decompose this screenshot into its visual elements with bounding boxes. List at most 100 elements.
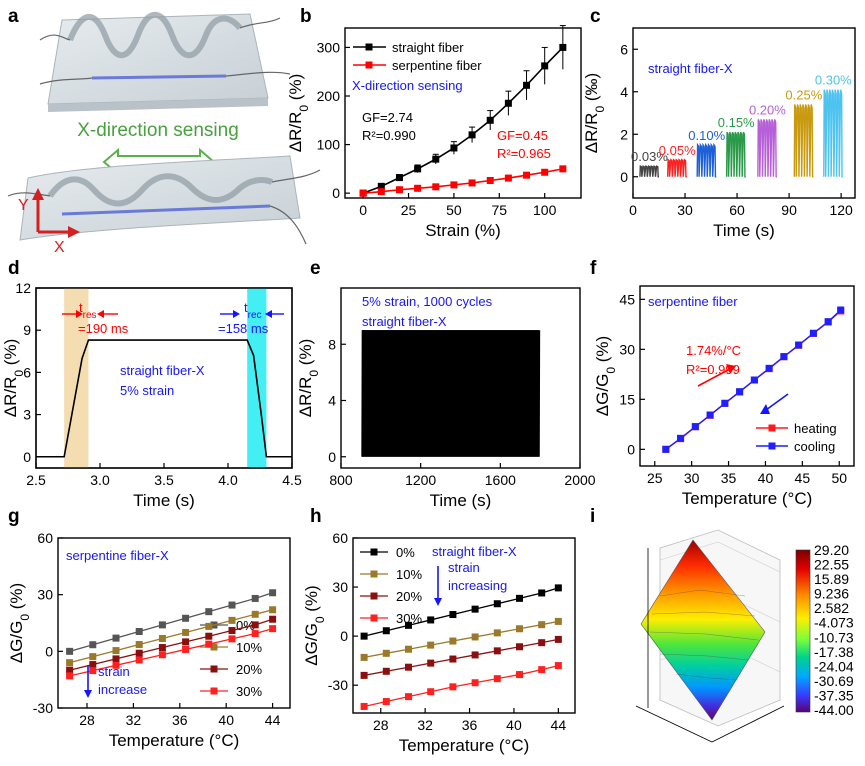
surface-contour — [659, 589, 746, 597]
data-point — [360, 632, 368, 640]
legend-marker — [370, 614, 378, 622]
annotation: 5% strain — [120, 383, 174, 398]
series-line — [363, 664, 559, 708]
x-tick-label: 36 — [172, 712, 188, 728]
x-tick-label: 32 — [417, 717, 433, 733]
chart-e: 800 1200 1600 2000 0 4 8 Time (s) ΔR/R0 (%) 5% st… — [296, 287, 596, 510]
t-rec-value: =158 ms — [218, 321, 269, 336]
data-point — [523, 81, 531, 89]
chart-b: 0 25 50 75 100 0 100 200 300 Strain (%) ΔR/R0 (%) s… — [286, 25, 582, 240]
y-tick-label: 200 — [317, 88, 341, 104]
colorbar-tick-labels: 29.2022.5515.899.2362.582-4.073-10.73-17… — [814, 542, 854, 718]
x-tick-label: 44 — [265, 712, 281, 728]
strain-arrowhead-icon — [84, 690, 92, 698]
legend-label: 10% — [396, 567, 422, 582]
cooling-arrowhead-icon — [760, 404, 770, 414]
y-arrowhead-icon — [32, 188, 44, 200]
annotation: X-direction sensing — [352, 78, 463, 93]
data-point — [360, 653, 368, 661]
serpentine-fiber-bottom — [47, 173, 274, 207]
x-arrowhead-icon — [68, 226, 80, 238]
strain-level-label: 0.15% — [718, 115, 755, 130]
x-tick-label: 4.5 — [282, 472, 302, 488]
y-tick-label: 0 — [328, 449, 336, 465]
data-point — [486, 116, 494, 124]
strain-level-label: 0.30% — [815, 73, 852, 88]
series-line — [363, 587, 559, 637]
plot-frame — [344, 27, 582, 199]
y-tick-label: 3 — [23, 407, 31, 423]
data-point — [677, 434, 685, 442]
x-tick-label: 120 — [829, 202, 853, 218]
data-point — [750, 376, 758, 384]
wire-bottom-right — [271, 169, 321, 183]
y-tick-label: -30 — [328, 677, 348, 693]
data-point — [721, 399, 729, 407]
strain-level-label: 0.03% — [631, 149, 668, 164]
x-tick-label: 75 — [492, 202, 508, 218]
x-tick-label: 25 — [401, 202, 417, 218]
data-point — [158, 644, 166, 652]
data-point — [269, 615, 277, 623]
x-tick-label: 1200 — [405, 472, 436, 488]
data-point — [66, 666, 74, 674]
panel-letter-a: a — [8, 6, 19, 27]
legend-marker — [210, 687, 218, 695]
wire-top-right-2 — [225, 71, 291, 77]
data-point — [89, 641, 97, 649]
x-tick-label: 0 — [629, 202, 637, 218]
data-point — [66, 659, 74, 667]
annotation: increase — [98, 682, 147, 697]
data-point — [135, 628, 143, 635]
data-point — [541, 62, 549, 70]
legend-marker — [210, 665, 218, 673]
annotation: GF=0.45 — [497, 128, 548, 143]
x-direction-sensing-label: X-direction sensing — [77, 120, 239, 141]
data-point — [405, 621, 412, 629]
data-point — [205, 640, 213, 648]
y-axis-label: ΔR/R0 (%) — [286, 74, 311, 153]
x-tick-label: 40 — [218, 712, 234, 728]
colorbar-tick-label: 22.55 — [814, 557, 849, 573]
legend-marker — [365, 43, 373, 51]
surface-contour — [675, 673, 739, 681]
data-point — [205, 608, 213, 616]
chart-f: 25 30 35 40 45 50 0 15 30 45 Temperature (°C) ΔG/G0… — [593, 285, 855, 508]
data-point — [182, 614, 190, 622]
chart-title: straight fiber-X — [432, 544, 517, 559]
data-point — [538, 666, 546, 674]
y-tick-label: 15 — [619, 391, 635, 407]
data-point — [414, 165, 422, 173]
data-point — [432, 155, 440, 163]
panel-letter-e: e — [310, 258, 321, 279]
t-rec-label: trec — [244, 300, 262, 321]
cycle-trace — [725, 131, 746, 178]
top-sheet-edge — [48, 98, 268, 112]
data-point — [251, 630, 259, 638]
data-point — [382, 698, 390, 706]
x-tick-label: 2.5 — [26, 472, 46, 488]
data-point — [471, 633, 479, 641]
data-point — [251, 621, 259, 629]
data-point — [554, 617, 562, 625]
chart-d: 2.5 3.0 3.5 4.0 4.5 0 3 6 9 12 Time (s) ΔR/R0 (%) tr… — [1, 280, 302, 510]
data-point — [405, 645, 412, 653]
data-point — [449, 611, 457, 619]
data-point — [538, 589, 546, 597]
data-point — [382, 649, 390, 657]
temperature-axis-line — [635, 705, 713, 743]
data-point — [228, 627, 236, 635]
legend-marker — [768, 424, 776, 432]
x-tick-label: 45 — [795, 470, 811, 486]
x-tick-label: 3.0 — [90, 472, 110, 488]
y-axis-label: Y — [18, 197, 29, 214]
data-point — [359, 189, 367, 197]
legend-label: 30% — [396, 611, 422, 626]
cycle-trace — [639, 165, 660, 178]
wire-top-left-2 — [39, 77, 93, 85]
data-point — [205, 632, 213, 640]
data-point — [691, 423, 699, 431]
legend-marker — [768, 442, 776, 450]
x-tick-label: 25 — [647, 470, 663, 486]
